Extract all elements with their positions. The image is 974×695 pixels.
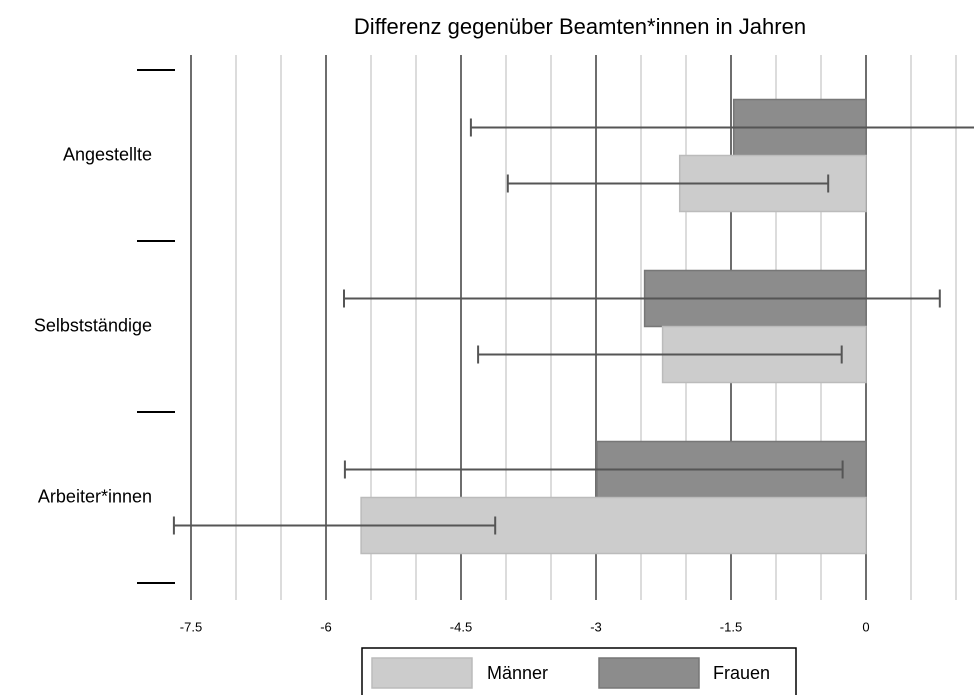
legend-swatch — [371, 657, 473, 689]
error-bar — [469, 118, 974, 137]
error-bar — [343, 289, 941, 308]
category-label: Arbeiter*innen — [38, 486, 152, 506]
error-bar — [506, 174, 830, 193]
legend-label: Frauen — [713, 663, 770, 683]
legend-label: Männer — [487, 663, 548, 683]
plot-area — [172, 98, 974, 555]
x-tick-label: -1.5 — [720, 619, 742, 634]
error-bar — [172, 516, 497, 535]
x-tick-label: -6 — [320, 619, 332, 634]
x-tick-label: -3 — [590, 619, 602, 634]
category-label: Angestellte — [63, 144, 152, 164]
error-bar — [343, 460, 844, 479]
x-tick-label: -4.5 — [450, 619, 472, 634]
category-label: Selbstständige — [34, 315, 152, 335]
chart-title: Differenz gegenüber Beamten*innen in Jah… — [354, 14, 806, 39]
error-bar — [477, 345, 843, 364]
x-tick-label: -7.5 — [180, 619, 202, 634]
x-tick-label: 0 — [862, 619, 869, 634]
legend-swatch — [598, 657, 700, 689]
